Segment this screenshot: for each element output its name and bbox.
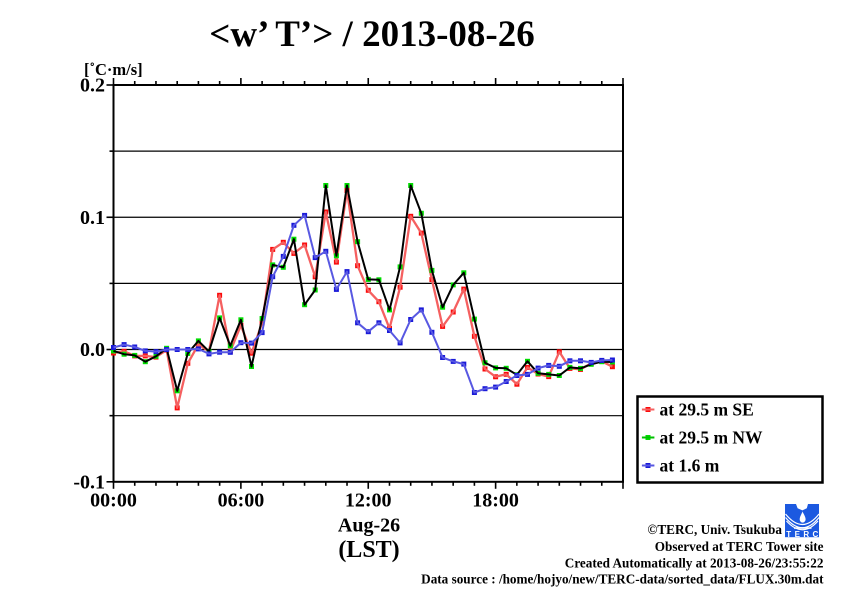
svg-text:0.2: 0.2 xyxy=(80,75,105,97)
svg-text:0.0: 0.0 xyxy=(80,339,105,361)
svg-text:-0.1: -0.1 xyxy=(73,471,105,493)
svg-text:©TERC, Univ. Tsukuba: ©TERC, Univ. Tsukuba xyxy=(648,522,783,537)
svg-text:at 29.5 m NW: at 29.5 m NW xyxy=(660,428,764,448)
svg-text:[˚C·m/s]: [˚C·m/s] xyxy=(84,60,143,79)
svg-text:Observed at TERC Tower site: Observed at TERC Tower site xyxy=(655,539,824,554)
svg-text:at 29.5 m SE: at 29.5 m SE xyxy=(660,400,754,420)
svg-text:12:00: 12:00 xyxy=(345,490,392,512)
svg-text:06:00: 06:00 xyxy=(218,490,265,512)
svg-text:TERC: TERC xyxy=(786,530,821,539)
svg-text:Aug-26: Aug-26 xyxy=(338,515,400,537)
svg-text:(LST): (LST) xyxy=(338,537,399,563)
svg-text:at 1.6 m: at 1.6 m xyxy=(660,456,720,476)
svg-text:00:00: 00:00 xyxy=(90,490,137,512)
svg-text:Data source : /home/hojyo/new/: Data source : /home/hojyo/new/TERC-data/… xyxy=(421,572,824,587)
svg-text:<w’ T’> / 2013-08-26: <w’ T’> / 2013-08-26 xyxy=(209,14,534,55)
svg-text:Created Automatically at 2013-: Created Automatically at 2013-08-26/23:5… xyxy=(565,556,824,571)
svg-text:18:00: 18:00 xyxy=(472,490,519,512)
svg-text:0.1: 0.1 xyxy=(80,207,105,229)
